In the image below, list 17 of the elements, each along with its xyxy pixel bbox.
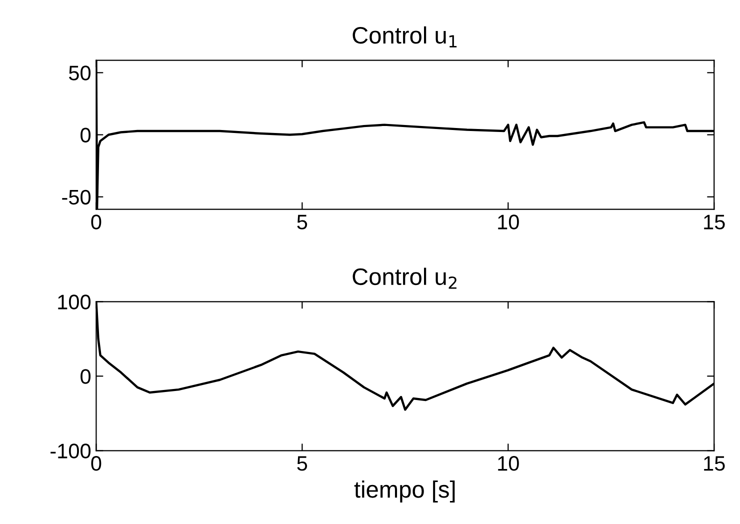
y-tick-label: -50: [62, 190, 91, 205]
y-tick-label: 0: [80, 369, 91, 384]
y-tick-label: -100: [50, 444, 91, 458]
chart-title: Control u$_{1}$: [352, 26, 457, 48]
x-tick-label: 5: [297, 214, 308, 230]
x-tick-label: 15: [704, 214, 725, 230]
x-tick-label: 0: [91, 456, 102, 471]
x-axis-title: tiempo [s]: [354, 480, 455, 502]
x-tick-label: 10: [498, 214, 519, 230]
x-tick-label: 15: [704, 456, 725, 471]
y-tick-label: 50: [69, 66, 91, 80]
y-tick-label: 0: [80, 128, 91, 143]
x-tick-label: 0: [91, 214, 102, 230]
chart-title: Control u$_{2}$: [352, 268, 456, 289]
x-tick-label: 10: [498, 456, 519, 471]
x-tick-label: 5: [297, 456, 308, 471]
y-tick-label: 100: [58, 294, 91, 310]
